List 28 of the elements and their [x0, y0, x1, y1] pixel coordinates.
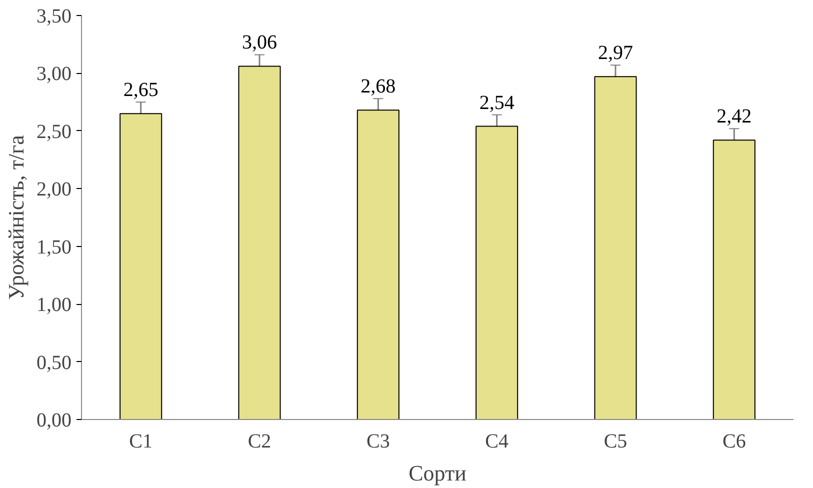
y-tick-label: 3,50: [36, 6, 72, 28]
data-label: 3,06: [242, 32, 277, 54]
data-label: 2,68: [360, 76, 396, 98]
data-label: 2,42: [716, 106, 752, 128]
x-tick-label: С6: [722, 430, 746, 452]
y-tick-label: 1,00: [36, 294, 72, 316]
bar: [476, 126, 518, 420]
data-label: 2,65: [123, 79, 158, 102]
x-tick-label: С3: [366, 430, 390, 452]
bar: [594, 76, 637, 420]
y-tick-label: 0,00: [36, 410, 72, 432]
bar: [712, 140, 756, 420]
bar: [356, 110, 400, 420]
y-tick-label: 2,00: [36, 178, 72, 201]
data-label: 2,97: [598, 42, 633, 64]
x-tick-label: С4: [485, 430, 509, 452]
data-label: 2,54: [479, 92, 514, 114]
bar: [120, 113, 162, 420]
x-tick-label: С1: [129, 430, 153, 452]
y-tick-label: 0,50: [36, 352, 72, 374]
y-tick-label: 1,50: [36, 236, 72, 258]
bar: [238, 66, 281, 420]
x-tick-label: С2: [248, 430, 272, 452]
y-tick-label: 3,00: [36, 63, 72, 86]
y-tick-label: 2,50: [36, 120, 72, 143]
x-axis-title: Сорти: [408, 460, 467, 486]
y-axis-title: Урожайність, т/га: [4, 134, 28, 300]
x-tick-label: С5: [604, 430, 628, 452]
